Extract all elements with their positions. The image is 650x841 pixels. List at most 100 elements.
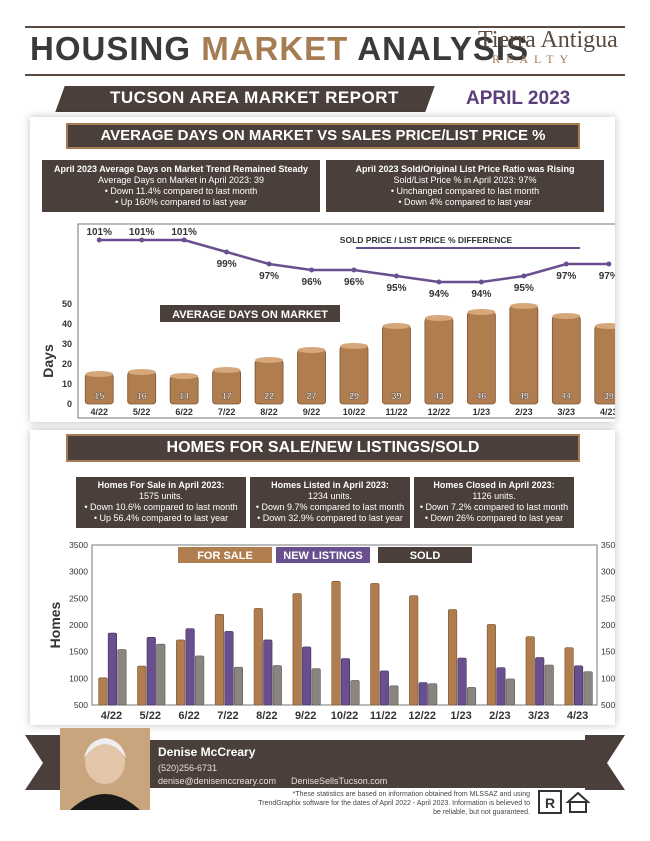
homes-bar-1 — [535, 657, 545, 706]
disclaimer: *These statistics are based on informati… — [258, 791, 530, 816]
ratio-label: 97% — [556, 271, 576, 282]
homes-bar-2 — [544, 664, 554, 706]
homes-bar-1 — [263, 639, 273, 706]
homes-bar-2 — [195, 655, 205, 706]
homes-axis-label: Homes — [47, 601, 63, 648]
ratio-info-sub: Sold/List Price % in April 2023: 97% — [393, 175, 537, 185]
ratio-info-bullet: • Unchanged compared to last month — [390, 186, 540, 196]
top-rule — [25, 26, 625, 28]
homes-bar-0 — [331, 580, 341, 706]
for-sale-info-box: Homes For Sale in April 2023: 1575 units… — [76, 477, 246, 528]
agent-phone: (520)256-6731 — [158, 763, 218, 773]
days-xtick: 11/22 — [385, 407, 407, 417]
agent-name: Denise McCreary — [158, 745, 256, 759]
title-part-market: MARKET — [201, 30, 349, 67]
homes-xtick: 9/22 — [295, 710, 316, 722]
days-bar-label: 27 — [307, 391, 317, 401]
homes-bar-0 — [98, 677, 108, 706]
listed-info-box: Homes Listed in April 2023: 1234 units. … — [250, 477, 410, 528]
homes-bar-1 — [224, 631, 234, 706]
homes-bar-1 — [107, 632, 117, 706]
homes-bar-2 — [233, 666, 244, 706]
ratio-point — [224, 249, 230, 255]
homes-bar-2 — [583, 671, 593, 706]
homes-bar-2 — [117, 649, 127, 706]
ratio-label: 97% — [259, 271, 279, 282]
days-xtick: 4/22 — [90, 407, 108, 417]
brand-name: Tierra Antigua — [478, 27, 618, 53]
days-ytick: 30 — [62, 339, 72, 349]
title-part-housing: HOUSING — [30, 30, 202, 67]
homes-bar-2 — [272, 665, 282, 706]
homes-xtick: 4/23 — [567, 710, 588, 722]
homes-xtick: 12/22 — [408, 710, 436, 722]
days-ytick: 0 — [67, 399, 72, 409]
days-bar-cap — [340, 343, 368, 349]
days-bar-label: 14 — [179, 391, 189, 401]
days-bar-label: 43 — [434, 391, 444, 401]
days-bar-label: 29 — [349, 391, 359, 401]
days-bar-cap — [509, 303, 538, 309]
days-xtick: 6/22 — [175, 407, 193, 417]
homes-bar-2 — [466, 687, 477, 706]
homes-ytick-left: 2000 — [69, 620, 88, 630]
days-bar-label: 39 — [391, 391, 401, 401]
ratio-label: 99% — [217, 259, 237, 270]
homes-bar-0 — [253, 608, 263, 706]
ratio-point — [139, 237, 145, 243]
ratio-info-bullet: • Down 4% compared to last year — [398, 197, 532, 207]
homes-xtick: 7/22 — [217, 710, 238, 722]
days-bar-label: 15 — [94, 391, 104, 401]
days-bar-label: 46 — [476, 391, 486, 401]
for-sale-info-bullet: • Up 56.4% compared to last year — [93, 513, 229, 523]
footer-ribbon — [25, 735, 625, 790]
ratio-point — [181, 237, 187, 243]
days-bar-label: 39 — [604, 391, 614, 401]
days-xtick: 5/22 — [133, 407, 151, 417]
realtor-equal-housing-icon: R — [538, 790, 590, 814]
homes-bar-1 — [496, 667, 506, 706]
homes-legend-label: FOR SALE — [197, 550, 253, 562]
ratio-label: 95% — [514, 283, 534, 294]
days-ytick: 50 — [62, 299, 72, 309]
ratio-label: 95% — [386, 283, 406, 294]
days-xtick: 10/22 — [343, 407, 366, 417]
days-bar-label: 16 — [137, 391, 147, 401]
homes-xtick: 8/22 — [256, 710, 277, 722]
agent-contact: denise@denisemccreary.com DeniseSellsTuc… — [158, 776, 388, 786]
days-bar — [509, 305, 539, 405]
days-bar-cap — [424, 315, 453, 321]
days-xtick: 2/23 — [515, 407, 533, 417]
homes-bar-0 — [370, 583, 380, 706]
homes-ytick-left: 1000 — [69, 673, 88, 683]
days-chart-title: AVERAGE DAYS ON MARKET — [172, 309, 328, 321]
homes-xtick: 1/23 — [450, 710, 471, 722]
homes-bar-0 — [137, 665, 147, 706]
for-sale-info-sub: 1575 units. — [138, 491, 184, 501]
ratio-point — [521, 273, 527, 279]
homes-legend-swatch — [178, 547, 272, 563]
days-xtick: 4/23 — [600, 407, 615, 417]
homes-bar-0 — [176, 639, 186, 706]
ratio-point — [393, 273, 399, 279]
homes-xtick: 5/22 — [140, 710, 161, 722]
homes-ytick-right: 3000 — [601, 567, 615, 577]
homes-xtick: 2/23 — [489, 710, 510, 722]
days-ytick: 40 — [62, 319, 72, 329]
days-bar-cap — [85, 371, 114, 377]
homes-bar-0 — [486, 624, 496, 706]
svg-text:R: R — [545, 795, 555, 811]
days-bar-cap — [255, 357, 284, 363]
homes-bar-1 — [457, 657, 467, 706]
days-xtick: 7/22 — [218, 407, 236, 417]
days-bar-label: 49 — [519, 391, 529, 401]
homes-bar-0 — [447, 609, 458, 706]
ratio-label: 101% — [129, 227, 155, 238]
homes-ytick-left: 1500 — [69, 647, 88, 657]
ratio-point — [266, 261, 272, 267]
homes-ytick-left: 3500 — [69, 540, 88, 550]
closed-info-bullet: • Down 7.2% compared to last month — [419, 502, 569, 512]
homes-bar-1 — [146, 636, 156, 706]
days-xtick: 3/23 — [558, 407, 576, 417]
listed-info-sub: 1234 units. — [307, 491, 353, 501]
